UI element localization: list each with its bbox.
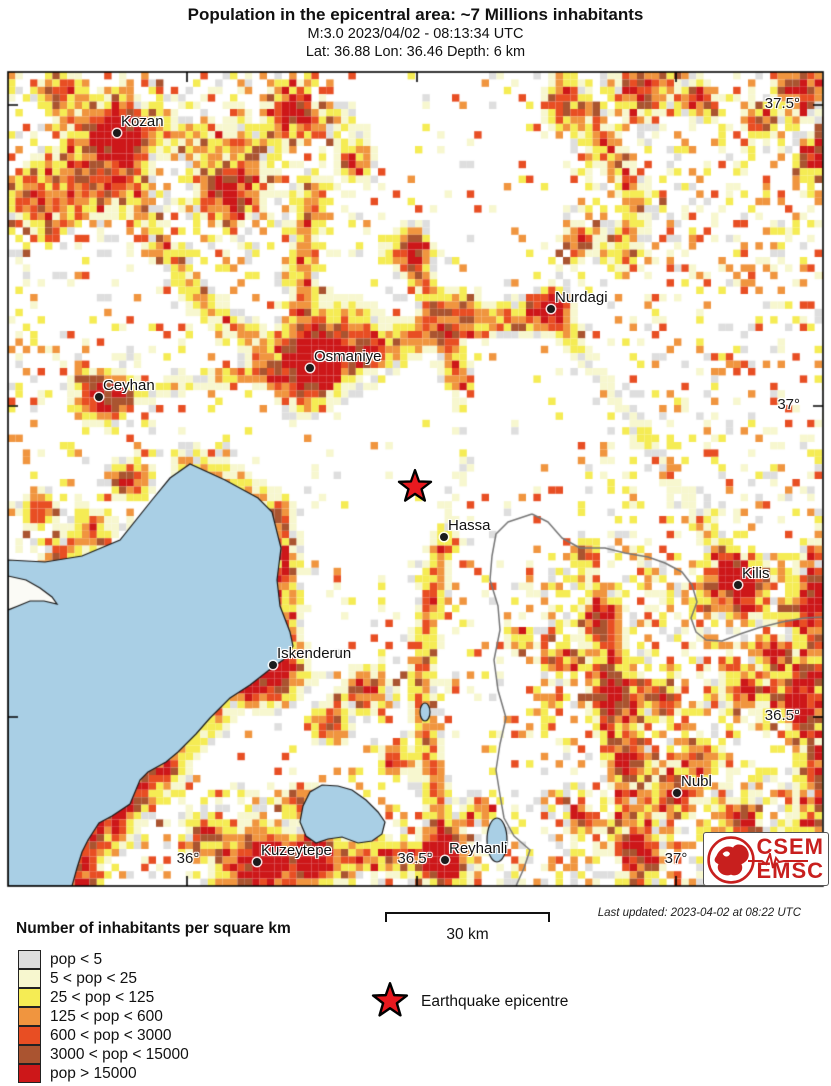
epicenter-star-icon [397, 468, 433, 502]
city-label: Nubl [681, 773, 712, 790]
event-coordinates-depth: Lat: 36.88 Lon: 36.46 Depth: 6 km [305, 44, 526, 60]
legend-label: 600 < pop < 3000 [50, 1027, 172, 1044]
legend-label: 25 < pop < 125 [50, 989, 155, 1006]
logo-text-emsc: EMSC [756, 858, 824, 883]
lon-label-37: 37° [664, 850, 688, 867]
last-updated-text: Last updated: 2023-04-02 at 08:22 UTC [597, 907, 801, 919]
scale-bar-label: 30 km [446, 926, 489, 943]
page-title: Population in the epicentral area: ~7 Mi… [187, 5, 644, 24]
city-dot-icon [547, 305, 555, 313]
city-dot-icon [441, 856, 449, 864]
city-label: Kilis [742, 565, 770, 582]
city-label: Nurdagi [555, 289, 608, 306]
city-label: Ceyhan [103, 377, 155, 394]
legend-label: pop < 5 [50, 951, 103, 968]
globe-icon [707, 836, 755, 884]
lat-label-37-5: 37.5° [764, 95, 800, 112]
city-dot-icon [440, 533, 448, 541]
city-label: Kozan [121, 113, 164, 130]
legend-swatch [18, 988, 41, 1007]
lon-label-36: 36° [176, 850, 200, 867]
city-dot-icon [673, 789, 681, 797]
lat-label-37: 37° [777, 396, 800, 413]
city-dot-icon [269, 661, 277, 669]
city-dot-icon [95, 393, 103, 401]
city-label: Kuzeytepe [261, 842, 332, 859]
city-dot-icon [113, 129, 121, 137]
legend-swatch [18, 1007, 41, 1026]
legend-label: pop > 15000 [50, 1065, 137, 1082]
legend-swatch [18, 1026, 41, 1045]
lat-label-36-5: 36.5° [764, 707, 800, 724]
city-dot-icon [734, 581, 742, 589]
legend-label: 5 < pop < 25 [50, 970, 138, 987]
city-label: Osmaniye [314, 348, 382, 365]
logo-text-csem: CSEM [756, 834, 824, 859]
legend-swatch [18, 969, 41, 988]
city-label: Hassa [448, 517, 491, 534]
csem-emsc-logo: CSEM EMSC [703, 832, 829, 886]
epicenter-legend-star-icon [371, 982, 409, 1017]
scale-bar [385, 912, 550, 922]
event-magnitude-datetime: M:3.0 2023/04/02 - 08:13:34 UTC [307, 26, 524, 42]
lon-label-36-5: 36.5° [397, 850, 433, 867]
legend-swatch [18, 1045, 41, 1064]
epicenter-legend-label: Earthquake epicentre [421, 993, 569, 1010]
city-dot-icon [306, 364, 314, 372]
legend-label: 3000 < pop < 15000 [50, 1046, 189, 1063]
legend-swatch [18, 950, 41, 969]
seismogram-icon [748, 853, 808, 869]
city-label: Reyhanli [449, 840, 508, 857]
legend-swatch [18, 1064, 41, 1083]
legend-label: 125 < pop < 600 [50, 1008, 163, 1025]
city-dot-icon [253, 858, 261, 866]
city-label: Iskenderun [277, 645, 352, 662]
legend-title: Number of inhabitants per square km [16, 920, 291, 937]
